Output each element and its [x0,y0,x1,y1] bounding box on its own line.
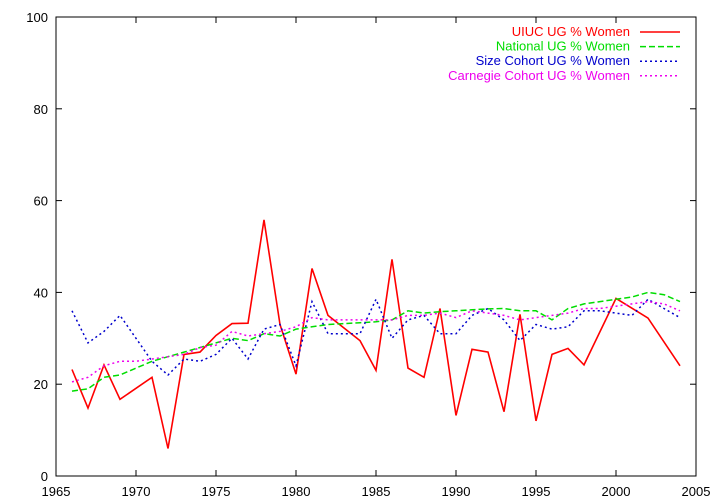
x-tick-label: 1980 [282,484,311,499]
plot-area-frame [55,16,697,477]
legend-label-1: National UG % Women [496,39,630,54]
x-tick-label: 2005 [682,484,711,499]
y-tick-label: 0 [41,469,48,484]
legend-label-2: Size Cohort UG % Women [476,53,630,68]
x-tick-label: 1985 [362,484,391,499]
series-layer [71,219,681,449]
series-line-0 [71,219,681,449]
y-tick-label: 80 [34,102,48,117]
series-line-1 [71,291,681,392]
y-tick-label: 60 [34,194,48,209]
y-axis-ticks: 0 20 40 60 80 100 [26,10,696,484]
x-axis-ticks: 1965 1970 1975 1980 1985 1990 1995 2000 2005 [42,17,711,499]
series-line-3 [71,300,681,383]
x-tick-label: 1975 [202,484,231,499]
y-tick-label: 40 [34,285,48,300]
y-tick-label: 20 [34,377,48,392]
x-tick-label: 2000 [602,484,631,499]
series-line-2 [71,297,681,377]
legend-label-3: Carnegie Cohort UG % Women [448,68,630,83]
x-tick-label: 1965 [42,484,71,499]
legend-label-0: UIUC UG % Women [512,24,630,39]
x-tick-label: 1995 [522,484,551,499]
x-tick-label: 1990 [442,484,471,499]
x-tick-label: 1970 [122,484,151,499]
y-tick-label: 100 [26,10,48,25]
